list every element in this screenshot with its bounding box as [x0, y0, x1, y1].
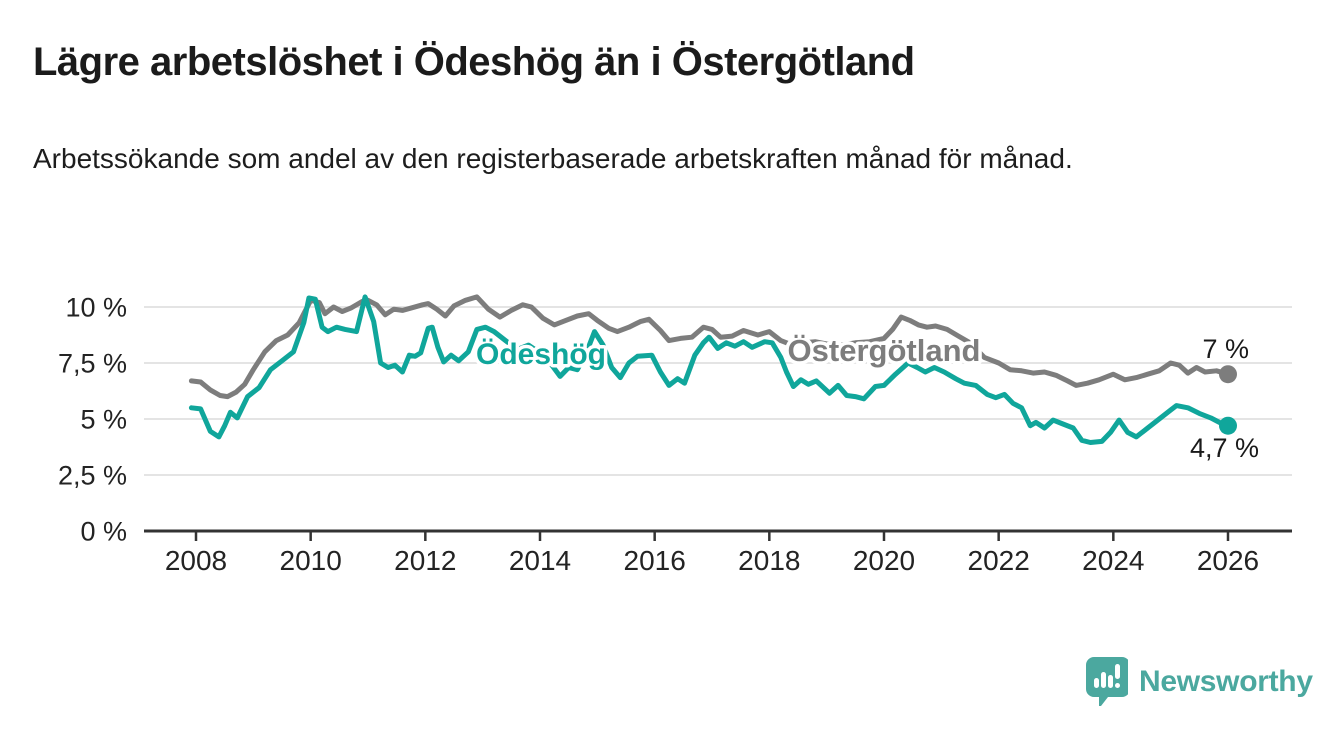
x-tick-label: 2010 [280, 545, 342, 576]
x-tick-label: 2024 [1082, 545, 1144, 576]
y-tick-label: 10 % [65, 293, 127, 323]
newsworthy-logo: Newsworthy [1086, 656, 1313, 707]
x-tick-label: 2012 [394, 545, 456, 576]
y-tick-label: 7,5 % [58, 349, 127, 379]
y-tick-label: 2,5 % [58, 461, 127, 491]
page-title: Lägre arbetslöshet i Ödeshög än i Österg… [33, 40, 915, 84]
series-line-odeshog [188, 294, 1231, 445]
series-label-ostergotland: Östergötland [788, 333, 981, 368]
y-tick-label: 0 % [80, 517, 127, 547]
x-tick-label: 2008 [165, 545, 227, 576]
series-end-dot-ostergotland [1218, 365, 1237, 384]
series-end-dot-odeshog [1218, 416, 1237, 435]
x-tick-label: 2018 [738, 545, 800, 576]
x-tick-label: 2022 [968, 545, 1030, 576]
y-tick-label: 5 % [80, 405, 127, 435]
x-tick-label: 2020 [853, 545, 915, 576]
speech-bubble-bar-chart-icon [1086, 657, 1128, 706]
series-end-value-ostergotland: 7 % [1202, 334, 1249, 364]
brand-name: Newsworthy [1139, 664, 1313, 698]
x-tick-label: 2026 [1197, 545, 1259, 576]
page-subtitle: Arbetssökande som andel av den registerb… [33, 143, 1073, 174]
x-tick-label: 2014 [509, 545, 571, 576]
series-label-odeshog: Ödeshög [476, 338, 606, 371]
series-end-value-odeshog: 4,7 % [1190, 433, 1259, 463]
series-line-ostergotland [188, 294, 1231, 400]
x-tick-label: 2016 [624, 545, 686, 576]
